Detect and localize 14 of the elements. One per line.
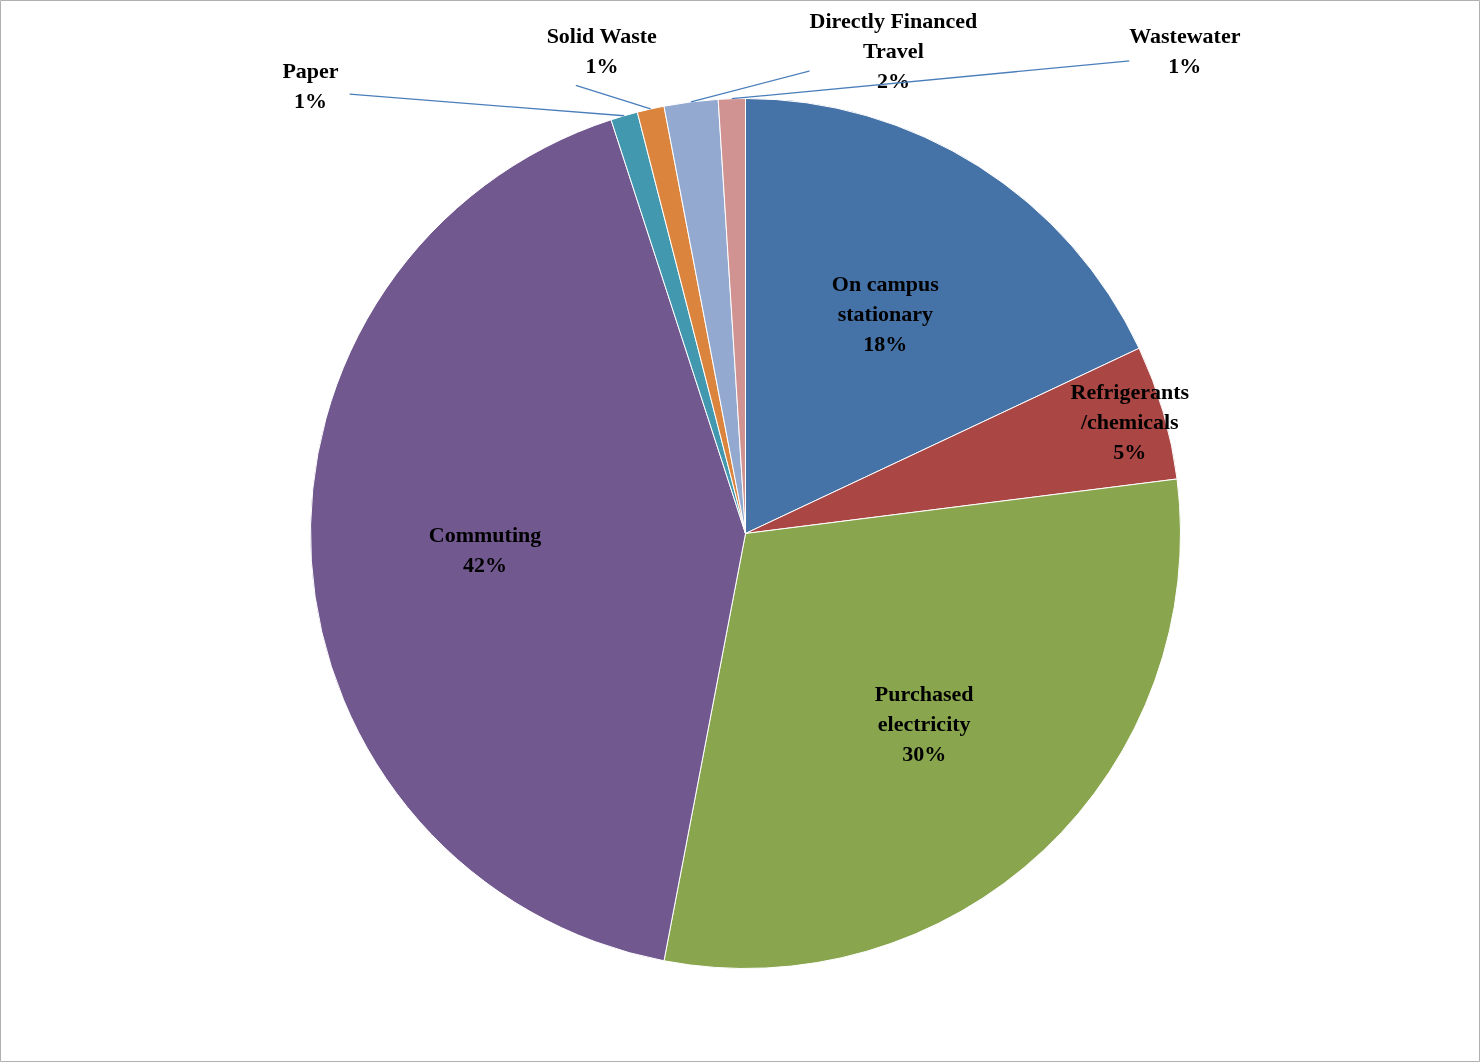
- slice-label: Wastewater: [1129, 23, 1241, 49]
- data-label: 1%: [585, 53, 619, 79]
- data-label: 1%: [294, 87, 327, 113]
- slice-label: Paper: [282, 57, 339, 83]
- data-label: 5%: [1113, 439, 1147, 465]
- data-label: 42%: [463, 552, 508, 578]
- slice-label: On campus stationary: [831, 270, 940, 326]
- data-label: 18%: [863, 330, 908, 356]
- data-label: 30%: [902, 741, 947, 767]
- slice-label: Commuting: [428, 522, 542, 548]
- data-label: 1%: [1168, 53, 1202, 79]
- slice-label: Purchased electricity: [874, 681, 974, 737]
- slice-label: Solid Waste: [546, 23, 658, 49]
- slice-label: Directly Financed Travel: [809, 8, 978, 64]
